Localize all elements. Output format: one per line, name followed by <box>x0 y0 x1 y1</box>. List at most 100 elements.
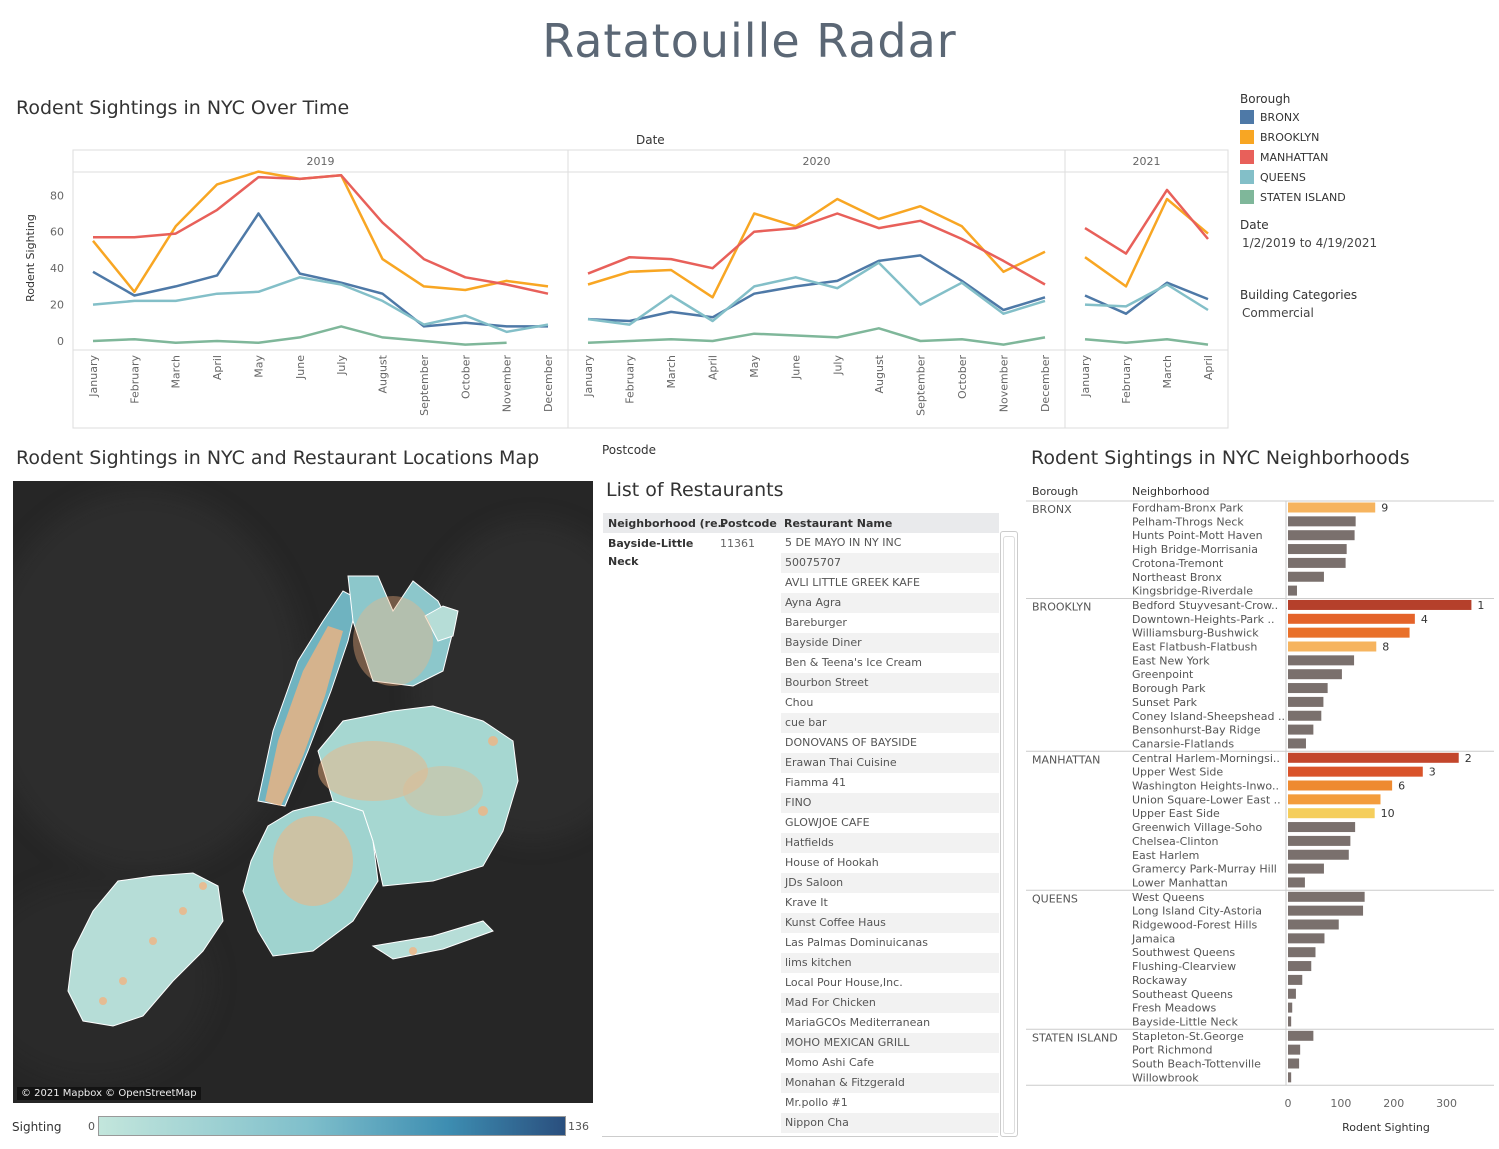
series-line[interactable] <box>92 276 549 334</box>
building-filter-value[interactable]: Commercial <box>1242 306 1314 320</box>
series-line[interactable] <box>1084 283 1209 312</box>
legend-item-manhattan[interactable]: MANHATTAN <box>1240 148 1328 166</box>
restaurant-scroll-thumb[interactable] <box>1003 536 1015 1134</box>
series-queens[interactable] <box>92 261 1209 334</box>
neighborhood-bar[interactable] <box>1288 516 1356 527</box>
date-filter-value[interactable]: 1/2/2019 to 4/19/2021 <box>1242 236 1378 250</box>
neighborhood-bar[interactable] <box>1288 822 1356 833</box>
neighborhood-bar[interactable] <box>1288 669 1342 680</box>
restaurant-scrollbar[interactable] <box>1000 531 1018 1137</box>
restaurant-row[interactable]: 50075707 <box>781 553 999 573</box>
neighborhood-bar[interactable] <box>1288 530 1355 541</box>
city-island-region[interactable] <box>424 605 459 642</box>
neighborhood-bar[interactable] <box>1288 863 1324 874</box>
nyc-map[interactable]: © 2021 Mapbox © OpenStreetMap <box>13 481 593 1103</box>
neighborhood-bar[interactable] <box>1288 1058 1300 1069</box>
series-line[interactable] <box>587 212 1046 286</box>
queens-region[interactable] <box>317 705 519 887</box>
restaurant-row[interactable]: Momo Ashi Cafe <box>781 1053 999 1073</box>
restaurant-row[interactable]: Hatfields <box>781 833 999 853</box>
restaurant-row[interactable]: Monahan & Fitzgerald <box>781 1073 999 1093</box>
series-staten-island[interactable] <box>92 325 1209 346</box>
legend-item-brooklyn[interactable]: BROOKLYN <box>1240 128 1319 146</box>
legend-item-bronx[interactable]: BRONX <box>1240 108 1300 126</box>
restaurant-row[interactable]: Chou <box>781 693 999 713</box>
rockaway-region[interactable] <box>371 920 494 960</box>
restaurant-row[interactable]: Mad For Chicken <box>781 993 999 1013</box>
restaurant-row[interactable]: House of Hookah <box>781 853 999 873</box>
restaurant-row[interactable]: FINO <box>781 793 999 813</box>
restaurant-row[interactable]: Erawan Thai Cuisine <box>781 753 999 773</box>
neighborhood-bar[interactable] <box>1288 947 1316 958</box>
restaurant-row[interactable]: DONOVANS OF BAYSIDE <box>781 733 999 753</box>
series-line[interactable] <box>1084 197 1209 288</box>
restaurant-row[interactable]: MOHO MEXICAN GRILL <box>781 1033 999 1053</box>
series-line[interactable] <box>587 254 1046 323</box>
neighborhood-bar[interactable] <box>1288 780 1393 791</box>
col-neighborhood[interactable]: Neighborhood (re.. <box>608 517 726 530</box>
restaurant-row[interactable]: Fiamma 41 <box>781 773 999 793</box>
restaurant-row[interactable]: Bayside Diner <box>781 633 999 653</box>
neighborhood-bar[interactable] <box>1288 502 1376 513</box>
neighborhood-bar[interactable] <box>1288 738 1306 749</box>
restaurant-row[interactable]: JDs Saloon <box>781 873 999 893</box>
restaurant-row[interactable]: Krave It <box>781 893 999 913</box>
neighborhood-bar-chart[interactable]: Borough Neighborhood BRONX Fordham-Bronx Pa… <box>1026 480 1496 1145</box>
series-line[interactable] <box>1084 188 1209 255</box>
restaurant-row[interactable]: Las Palmas Dominuicanas <box>781 933 999 953</box>
neighborhood-bar[interactable] <box>1288 571 1324 582</box>
legend-item-staten-island[interactable]: STATEN ISLAND <box>1240 188 1346 206</box>
neighborhood-bar[interactable] <box>1288 585 1297 596</box>
col-restaurant-name[interactable]: Restaurant Name <box>784 517 893 530</box>
neighborhood-bar[interactable] <box>1288 1044 1301 1055</box>
series-manhattan[interactable] <box>93 174 1209 295</box>
restaurant-row[interactable]: lims kitchen <box>781 953 999 973</box>
neighborhood-bar[interactable] <box>1288 891 1365 902</box>
restaurant-row[interactable]: cue bar <box>781 713 999 733</box>
postcode-filter-label[interactable]: Postcode <box>602 443 657 457</box>
neighborhood-bar[interactable] <box>1288 752 1459 763</box>
neighborhood-bar[interactable] <box>1288 1002 1293 1013</box>
restaurant-row[interactable]: Ben & Teena's Ice Cream <box>781 653 999 673</box>
series-line[interactable] <box>93 174 549 295</box>
neighborhood-bar[interactable] <box>1288 766 1423 777</box>
restaurant-table[interactable]: Neighborhood (re.. Postcode Restaurant N… <box>603 513 999 1138</box>
neighborhood-bar[interactable] <box>1288 988 1296 999</box>
restaurant-row[interactable]: Kunst Coffee Haus <box>781 913 999 933</box>
series-line[interactable] <box>587 327 1046 346</box>
line-chart[interactable]: 2019 2020 2021 0 20 40 60 80 Rodent Sighting Janu… <box>0 145 1235 430</box>
restaurant-row[interactable]: GLOWJOE CAFE <box>781 813 999 833</box>
neighborhood-bar[interactable] <box>1288 696 1324 707</box>
neighborhood-bar[interactable] <box>1288 641 1377 652</box>
neighborhood-bar[interactable] <box>1288 877 1305 888</box>
col-postcode[interactable]: Postcode <box>720 517 777 530</box>
restaurant-row[interactable]: Mr.pollo #1 <box>781 1093 999 1113</box>
restaurant-row[interactable]: Bourbon Street <box>781 673 999 693</box>
neighborhood-bar[interactable] <box>1288 683 1328 694</box>
neighborhood-bar[interactable] <box>1288 933 1325 944</box>
restaurant-row[interactable]: Local Pour House,Inc. <box>781 973 999 993</box>
neighborhood-bar[interactable] <box>1288 599 1472 610</box>
neighborhood-bar[interactable] <box>1288 627 1410 638</box>
neighborhood-bar[interactable] <box>1288 613 1415 624</box>
restaurant-row[interactable]: Ayna Agra <box>781 593 999 613</box>
legend-item-queens[interactable]: QUEENS <box>1240 168 1306 186</box>
map-attribution[interactable]: © 2021 Mapbox © OpenStreetMap <box>17 1087 201 1100</box>
neighborhood-bar[interactable] <box>1288 905 1364 916</box>
restaurant-row[interactable]: MariaGCOs Mediterranean <box>781 1013 999 1033</box>
series-line[interactable] <box>587 197 1046 299</box>
neighborhood-bar[interactable] <box>1288 724 1314 735</box>
series-line[interactable] <box>1084 337 1209 346</box>
series-brooklyn[interactable] <box>92 170 1209 299</box>
series-line[interactable] <box>92 170 549 294</box>
neighborhood-bar[interactable] <box>1288 835 1351 846</box>
neighborhood-bar[interactable] <box>1288 1072 1292 1083</box>
neighborhood-bar[interactable] <box>1288 794 1381 805</box>
neighborhood-bar[interactable] <box>1288 710 1322 721</box>
series-line[interactable] <box>92 212 548 328</box>
neighborhood-bar[interactable] <box>1288 808 1375 819</box>
series-line[interactable] <box>92 325 507 346</box>
map-canvas[interactable] <box>13 481 593 1103</box>
neighborhood-bar[interactable] <box>1288 974 1303 985</box>
neighborhood-bar[interactable] <box>1288 557 1346 568</box>
